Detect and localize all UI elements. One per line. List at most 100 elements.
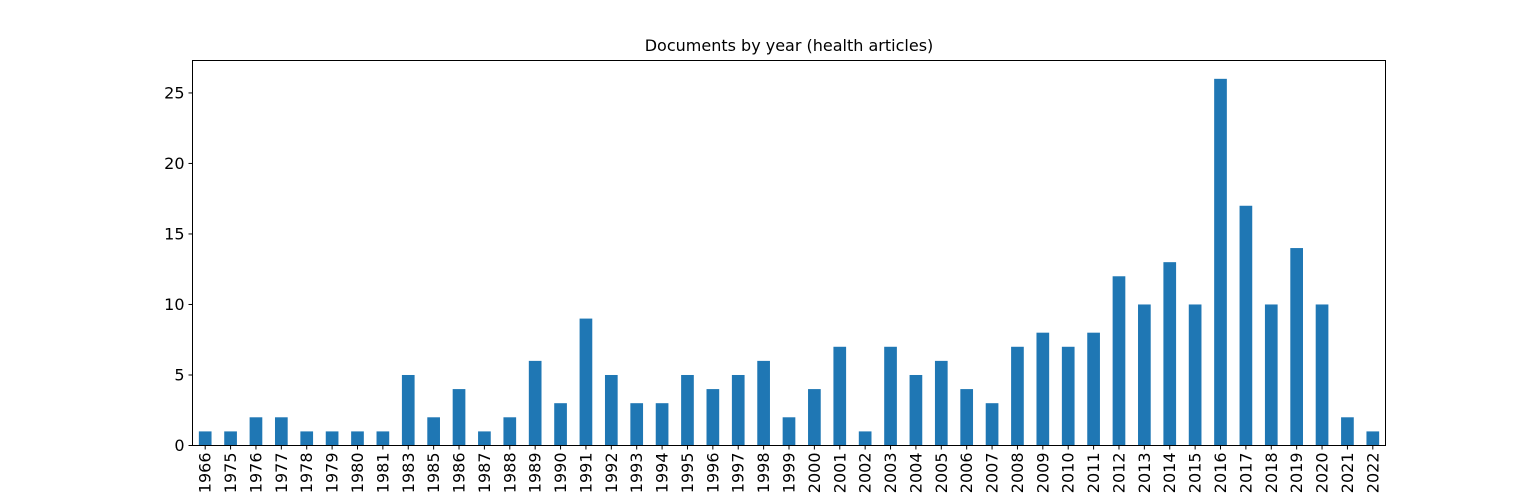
y-tick-label: 15: [164, 224, 184, 243]
x-tick-label: 1981: [373, 453, 392, 494]
bar-2014: [1163, 262, 1177, 446]
bar-2006: [960, 389, 974, 446]
x-tick-label: 1980: [348, 453, 367, 494]
y-tick-label: 5: [174, 365, 184, 384]
x-tick-label: 1993: [627, 453, 646, 494]
bar-1994: [655, 403, 669, 446]
bar-2007: [985, 403, 999, 446]
x-tick-label: 2008: [1008, 453, 1027, 494]
bar-1987: [478, 431, 491, 446]
x-tick-label: 1989: [526, 453, 545, 494]
bar-2019: [1290, 248, 1303, 446]
x-tick-label: 2017: [1236, 453, 1255, 494]
bar-1999: [782, 417, 796, 446]
x-tick-label: 1998: [754, 453, 773, 494]
bar-2017: [1239, 205, 1253, 446]
bar-1995: [681, 374, 694, 446]
bar-1997: [731, 374, 745, 446]
bar-2022: [1366, 431, 1380, 446]
bar-1966: [198, 431, 212, 446]
bar-1975: [224, 431, 237, 446]
x-tick-label: 2010: [1059, 453, 1078, 494]
bars-layer: [198, 78, 1380, 446]
bar-1988: [503, 417, 517, 446]
x-tick-label: 2011: [1084, 453, 1103, 494]
x-tick-label: 2020: [1313, 453, 1332, 494]
bar-2002: [858, 431, 872, 446]
x-tick-label: 1976: [246, 453, 265, 494]
x-tick-label: 1990: [551, 453, 570, 494]
x-tick-label: 2018: [1262, 453, 1281, 494]
bar-2005: [934, 360, 948, 446]
bar-2018: [1264, 304, 1278, 446]
x-tick-label: 2014: [1160, 453, 1179, 494]
x-tick-label: 2001: [830, 453, 849, 494]
y-tick-label: 10: [164, 295, 184, 314]
bar-1992: [604, 374, 618, 446]
x-tick-label: 1997: [729, 453, 748, 494]
x-tick-label: 1995: [678, 453, 697, 494]
bar-1981: [376, 431, 390, 446]
bar-1990: [554, 403, 567, 446]
x-tick-label: 1992: [602, 453, 621, 494]
bar-1996: [706, 389, 720, 446]
x-tick-label: 1988: [500, 453, 519, 494]
x-tick-label: 1999: [780, 453, 799, 494]
x-tick-label: 2012: [1109, 453, 1128, 494]
x-tick-label: 2000: [805, 453, 824, 494]
x-tick-label: 1985: [424, 453, 443, 494]
plot-frame: [192, 60, 1386, 446]
x-tick-label: 2021: [1338, 453, 1357, 494]
x-tick-label: 2013: [1135, 453, 1154, 494]
x-tick-label: 1978: [297, 453, 316, 494]
x-tick-label: 2004: [906, 453, 925, 494]
bar-1989: [528, 360, 542, 446]
x-tick-label: 1991: [576, 453, 595, 494]
x-tick-label: 2022: [1363, 453, 1382, 494]
x-tick-label: 2015: [1186, 453, 1205, 494]
bar-1993: [630, 403, 644, 446]
x-tick-label: 1977: [272, 453, 291, 494]
bar-1979: [325, 431, 339, 446]
bar-1998: [757, 360, 770, 446]
x-tick-label: 1975: [221, 453, 240, 494]
x-tick-label: 2006: [957, 453, 976, 494]
x-tick-label: 2016: [1211, 453, 1230, 494]
x-tick-label: 2019: [1287, 453, 1306, 494]
x-axis: 1966 1975 1976 1977 1978 1979 1980 1981 1983 1985…: [196, 445, 1382, 494]
x-tick-label: 1996: [703, 453, 722, 494]
bar-2004: [909, 374, 923, 446]
y-tick-label: 25: [164, 83, 184, 102]
x-tick-label: 1983: [399, 453, 418, 494]
bar-2000: [808, 389, 821, 446]
bar-2009: [1036, 332, 1050, 446]
bar-2010: [1061, 346, 1075, 446]
bar-2015: [1188, 304, 1202, 446]
bar-1976: [249, 417, 263, 446]
y-axis: 0 5 10 15 20 25: [164, 83, 193, 455]
bar-1978: [300, 431, 314, 446]
bar-2008: [1011, 346, 1024, 446]
bar-1986: [452, 389, 466, 446]
x-tick-label: 1979: [323, 453, 342, 494]
bar-1977: [274, 417, 288, 446]
x-tick-label: 2005: [932, 453, 951, 494]
bar-1985: [427, 417, 440, 446]
x-tick-label: 1987: [475, 453, 494, 494]
bar-2011: [1087, 332, 1100, 446]
chart-title: Documents by year (health articles): [645, 36, 934, 55]
y-tick-label: 0: [174, 436, 184, 455]
x-tick-label: 1986: [450, 453, 469, 494]
x-tick-label: 2002: [856, 453, 875, 494]
bar-1980: [351, 431, 364, 446]
bar-1991: [579, 318, 593, 446]
bar-2013: [1138, 304, 1151, 446]
bar-1983: [401, 374, 415, 446]
x-tick-label: 1994: [653, 453, 672, 494]
y-tick-label: 20: [164, 154, 184, 173]
bar-2021: [1341, 417, 1354, 446]
bar-2012: [1112, 276, 1126, 446]
x-tick-label: 1966: [196, 453, 215, 494]
